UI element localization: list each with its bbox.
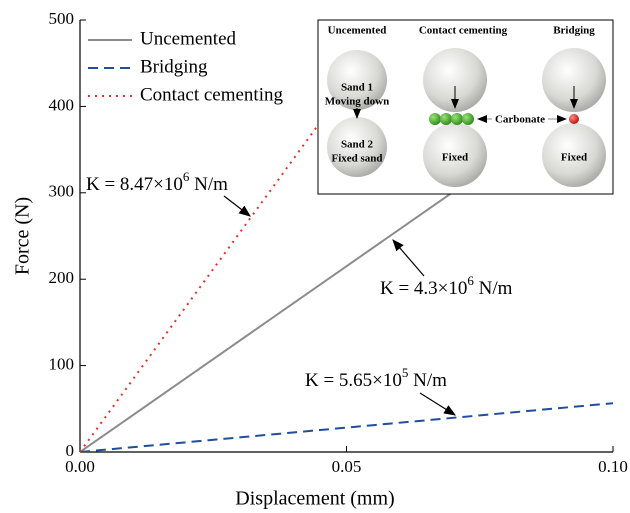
sand-grain [542, 48, 606, 112]
annotation-unit: N/m [408, 370, 447, 391]
y-tick-label: 500 [49, 9, 75, 28]
carbonate [569, 114, 579, 124]
annotation-arrows [223, 195, 457, 416]
carbonate [440, 113, 452, 125]
inset-label: Carbonate [495, 114, 545, 126]
x-tick-label: 0.10 [598, 457, 628, 476]
inset-label: Fixed [561, 152, 587, 164]
y-tick-label: 100 [49, 355, 75, 374]
sand-grain [327, 117, 387, 177]
annotation: K = 5.65×105 N/m [305, 365, 447, 391]
y-axis-label: Force (N) [12, 197, 34, 275]
annotation-text: K = 5.65×10 [305, 370, 402, 391]
sand-grain [327, 50, 387, 110]
annotation: K = 4.3×106 N/m [380, 273, 513, 299]
carbonate [429, 113, 441, 125]
carbonate [462, 113, 474, 125]
carbonate [451, 113, 463, 125]
inset-header: Contact cementing [419, 25, 508, 37]
legend-label: Contact cementing [140, 84, 283, 105]
annotation-text: K = 4.3×10 [380, 278, 467, 299]
annotation-exponent: 6 [183, 169, 190, 184]
axes [79, 19, 614, 453]
sand-grain [423, 123, 487, 187]
x-axis-label: Displacement (mm) [235, 488, 394, 510]
inset-label: Sand 2 [341, 139, 374, 151]
annotation-exponent: 6 [467, 273, 474, 288]
annotation-exponent: 5 [402, 365, 409, 380]
sand-grain [423, 48, 487, 112]
annotation-text: K = 8.47×10 [86, 174, 183, 195]
y-tick-label: 400 [49, 95, 75, 114]
inset-label: Moving down [325, 96, 390, 108]
arrow [419, 392, 457, 416]
legend-label: Uncemented [140, 28, 237, 49]
legend-label: Bridging [140, 56, 208, 77]
inset-header: Bridging [553, 25, 595, 37]
arrow [392, 239, 425, 277]
inset-label: Fixed sand [331, 153, 382, 165]
arrow [223, 195, 251, 217]
inset: Uncemented Contact cementing Bridging Sa… [317, 19, 614, 195]
inset-header: Uncemented [328, 25, 387, 37]
x-tick-label: 0.00 [65, 457, 95, 476]
annotation: K = 8.47×106 N/m [86, 169, 228, 195]
inset-label: Fixed [442, 152, 468, 164]
x-tick-label: 0.05 [332, 457, 362, 476]
inset-label: Sand 1 [341, 82, 373, 94]
series-line [80, 402, 613, 452]
y-tick-label: 300 [49, 182, 75, 201]
annotation-unit: N/m [474, 278, 513, 299]
y-tick-label: 0 [66, 441, 75, 460]
y-tick-label: 200 [49, 268, 75, 287]
annotation-unit: N/m [189, 174, 228, 195]
sand-grain [542, 123, 606, 187]
